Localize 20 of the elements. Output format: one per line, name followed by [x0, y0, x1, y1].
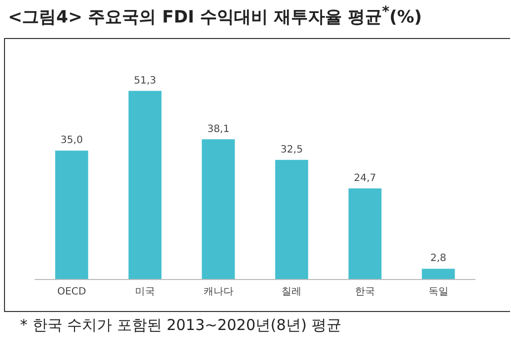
bar: [275, 160, 308, 279]
data-label: 51,3: [134, 75, 156, 86]
chart-title: <그림4> 주요국의 FDI 수익대비 재투자율 평균$^{*}$(%): [7, 3, 423, 30]
bar: [128, 90, 162, 279]
bar: [202, 139, 235, 279]
x-tick-label: 캐나다: [203, 286, 234, 298]
x-tick-label: OECD: [57, 286, 86, 298]
data-label: 2,8: [430, 253, 446, 264]
data-label: 35,0: [60, 135, 83, 146]
bar: [55, 150, 88, 279]
x-tick-label: 한국: [355, 286, 375, 298]
x-tick-label: 미국: [135, 286, 155, 298]
x-tick-label: 독일: [428, 286, 448, 298]
data-label: 24,7: [354, 172, 376, 184]
x-tick-label: 칠레: [282, 286, 302, 298]
text: * 한국 수치가 포함된 2013~2020년(8년) 평균: [20, 316, 342, 335]
bar: [348, 188, 382, 279]
data-label: 32,5: [280, 144, 303, 156]
bar: [422, 268, 455, 279]
data-label: 38,1: [207, 124, 230, 135]
